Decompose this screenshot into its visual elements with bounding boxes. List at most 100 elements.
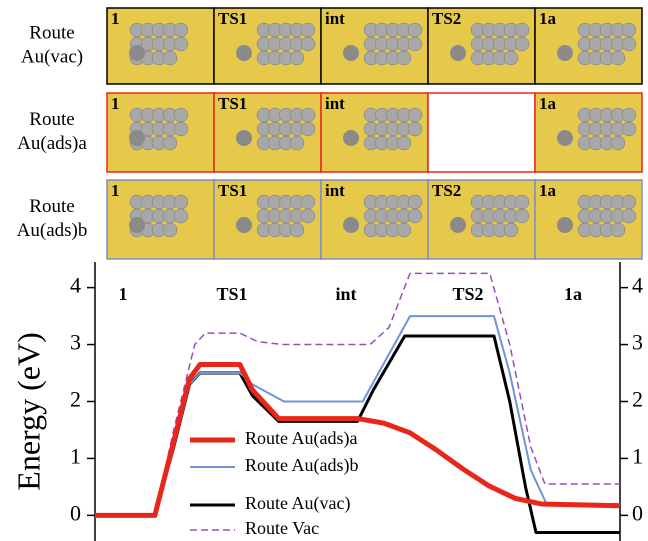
atom bbox=[622, 37, 636, 51]
state-label: int bbox=[325, 181, 345, 200]
atom bbox=[515, 195, 529, 209]
structure-panels: Route Au(vac) 1 TS1 int TS2 1a Route Au(ads)a 1 TS… bbox=[17, 8, 642, 259]
atom bbox=[557, 45, 573, 61]
atom bbox=[515, 37, 529, 51]
y-tick-label: 1 bbox=[70, 443, 81, 468]
atom bbox=[174, 209, 188, 223]
y-tick-label: 3 bbox=[632, 330, 643, 355]
atom bbox=[163, 223, 177, 237]
atom bbox=[163, 136, 177, 150]
stage-label: TS2 bbox=[452, 284, 483, 304]
state-label: 1a bbox=[539, 94, 557, 113]
atom bbox=[236, 217, 252, 233]
stage-label: 1a bbox=[564, 284, 582, 304]
y-tick-label: 4 bbox=[632, 273, 643, 298]
y-tick-label: 4 bbox=[70, 273, 81, 298]
state-label: 1 bbox=[111, 181, 120, 200]
state-label: TS2 bbox=[432, 9, 461, 28]
state-label: int bbox=[325, 9, 345, 28]
atom bbox=[450, 217, 466, 233]
y-tick-label: 0 bbox=[632, 500, 643, 525]
atom bbox=[290, 223, 304, 237]
atom bbox=[163, 51, 177, 65]
atom bbox=[408, 23, 422, 37]
stage-label: TS1 bbox=[216, 284, 247, 304]
atom bbox=[290, 136, 304, 150]
state-label: int bbox=[325, 94, 345, 113]
energy-chart: 0 0 1 1 2 2 3 3 4 4 Energy (eV) 1 TS1 int TS2 1a Route A… bbox=[10, 262, 643, 541]
atom bbox=[397, 223, 411, 237]
y-tick-label: 3 bbox=[70, 330, 81, 355]
route-label: Au(ads)b bbox=[17, 220, 88, 241]
y-tick-label: 2 bbox=[70, 387, 81, 412]
route-label: Route bbox=[29, 22, 74, 43]
atom bbox=[397, 136, 411, 150]
atom bbox=[174, 108, 188, 122]
atom bbox=[129, 217, 145, 233]
atom bbox=[504, 51, 518, 65]
atom bbox=[301, 122, 315, 136]
atom bbox=[301, 195, 315, 209]
atom bbox=[504, 223, 518, 237]
atom bbox=[515, 23, 529, 37]
atom bbox=[174, 23, 188, 37]
atom bbox=[611, 223, 625, 237]
route-label: Route bbox=[29, 109, 74, 130]
atom bbox=[450, 45, 466, 61]
atom bbox=[129, 130, 145, 146]
state-label: 1a bbox=[539, 9, 557, 28]
atom bbox=[622, 195, 636, 209]
state-label: TS1 bbox=[218, 94, 247, 113]
legend-label: Route Vac bbox=[245, 518, 319, 538]
atom bbox=[408, 209, 422, 223]
atom bbox=[301, 209, 315, 223]
atom bbox=[557, 217, 573, 233]
state-label: 1 bbox=[111, 94, 120, 113]
stage-label: 1 bbox=[119, 284, 128, 304]
state-label: TS1 bbox=[218, 181, 247, 200]
empty-cell bbox=[428, 93, 535, 172]
atom bbox=[408, 108, 422, 122]
atom bbox=[343, 217, 359, 233]
stage-label: int bbox=[335, 284, 356, 304]
state-label: TS1 bbox=[218, 9, 247, 28]
atom bbox=[515, 209, 529, 223]
y-tick-label: 1 bbox=[632, 443, 643, 468]
atom bbox=[408, 195, 422, 209]
atom bbox=[408, 37, 422, 51]
atom bbox=[611, 51, 625, 65]
atom bbox=[611, 136, 625, 150]
route-label: Au(vac) bbox=[21, 46, 83, 67]
legend-label: Route Au(vac) bbox=[245, 493, 350, 514]
atom bbox=[557, 130, 573, 146]
state-label: TS2 bbox=[432, 181, 461, 200]
atom bbox=[290, 51, 304, 65]
atom bbox=[301, 37, 315, 51]
atom bbox=[174, 195, 188, 209]
atom bbox=[622, 209, 636, 223]
atom bbox=[301, 108, 315, 122]
atom bbox=[301, 23, 315, 37]
atom bbox=[174, 122, 188, 136]
atom bbox=[622, 23, 636, 37]
atom bbox=[129, 45, 145, 61]
state-label: 1 bbox=[111, 9, 120, 28]
route-label: Route bbox=[29, 196, 74, 217]
atom bbox=[174, 37, 188, 51]
atom bbox=[622, 122, 636, 136]
atom bbox=[343, 45, 359, 61]
atom bbox=[343, 130, 359, 146]
atom bbox=[408, 122, 422, 136]
y-axis-title: Energy (eV) bbox=[10, 332, 46, 490]
y-tick-label: 0 bbox=[70, 500, 81, 525]
route-label: Au(ads)a bbox=[17, 133, 87, 154]
atom bbox=[236, 45, 252, 61]
atom bbox=[622, 108, 636, 122]
atom bbox=[397, 51, 411, 65]
y-tick-label: 2 bbox=[632, 387, 643, 412]
atom bbox=[236, 130, 252, 146]
series-line bbox=[95, 316, 620, 515]
figure: Route Au(vac) 1 TS1 int TS2 1a Route Au(ads)a 1 TS… bbox=[0, 0, 648, 541]
legend-label: Route Au(ads)a bbox=[245, 428, 357, 449]
legend-label: Route Au(ads)b bbox=[245, 455, 358, 476]
